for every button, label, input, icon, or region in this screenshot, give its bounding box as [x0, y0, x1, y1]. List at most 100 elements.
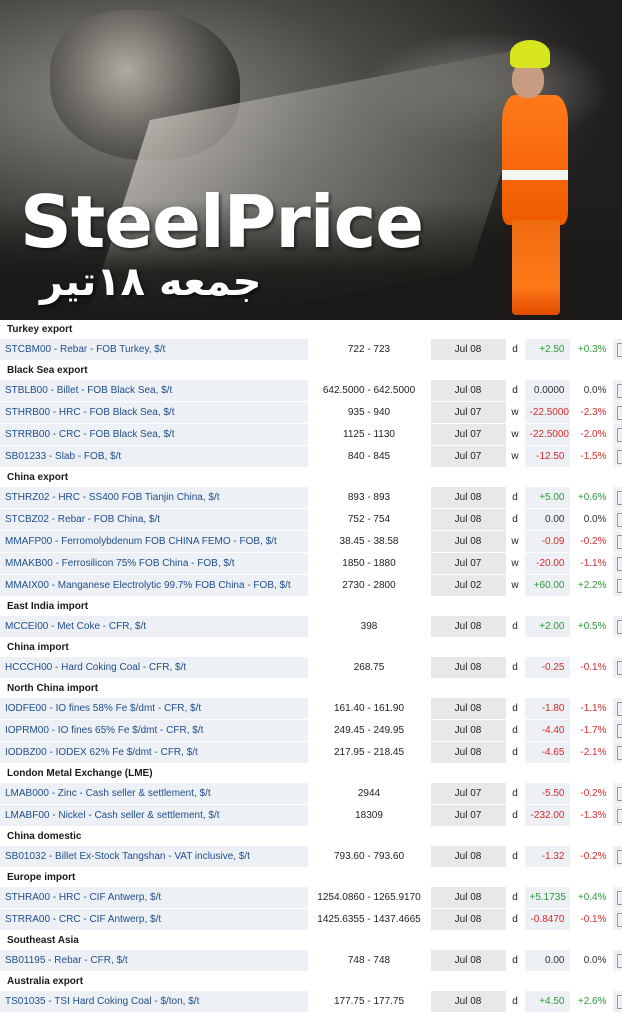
- symbol-name[interactable]: MCCEI00 - Met Coke - CFR, $/t: [0, 616, 309, 638]
- price-table-container: Turkey export STCBM00 - Rebar - FOB Turke…: [0, 320, 622, 1013]
- table-row[interactable]: STHRZ02 - HRC - SS400 FOB Tianjin China,…: [0, 487, 622, 509]
- table-row[interactable]: LMAB000 - Zinc - Cash seller & settlemen…: [0, 783, 622, 805]
- section-title: East India import: [0, 596, 622, 616]
- miner-figure: [500, 40, 575, 315]
- price-change: -5.50: [524, 783, 571, 805]
- bracket-icon: [616, 953, 622, 968]
- price-change: -4.65: [524, 741, 571, 764]
- symbol-name[interactable]: SB01195 - Rebar - CFR, $/t: [0, 950, 309, 972]
- row-action-cell[interactable]: [612, 401, 622, 424]
- price-range: 1425.6355 - 1437.4665: [308, 908, 431, 931]
- table-row[interactable]: STBLB00 - Billet - FOB Black Sea, $/t 642…: [0, 380, 622, 402]
- table-row[interactable]: IOPRM00 - IO fines 65% Fe $/dmt - CFR, $…: [0, 719, 622, 742]
- table-row[interactable]: TS01035 - TSI Hard Coking Coal - $/ton, …: [0, 991, 622, 1013]
- table-row[interactable]: STRRA00 - CRC - CIF Antwerp, $/t 1425.635…: [0, 908, 622, 931]
- section-title: Black Sea export: [0, 360, 622, 380]
- percent-change: -1.5%: [570, 445, 613, 468]
- symbol-name[interactable]: STHRZ02 - HRC - SS400 FOB Tianjin China,…: [0, 487, 309, 509]
- row-action-cell[interactable]: [612, 887, 622, 909]
- table-row[interactable]: IODFE00 - IO fines 58% Fe $/dmt - CFR, $…: [0, 698, 622, 720]
- symbol-name[interactable]: MMAIX00 - Manganese Electrolytic 99.7% F…: [0, 574, 309, 597]
- table-row[interactable]: MCCEI00 - Met Coke - CFR, $/t 398 Jul 08 d +…: [0, 616, 622, 638]
- row-action-cell[interactable]: [612, 719, 622, 742]
- row-action-cell[interactable]: [612, 423, 622, 446]
- frequency-code: d: [506, 783, 525, 805]
- row-action-cell[interactable]: [612, 552, 622, 575]
- table-row[interactable]: SB01233 - Slab - FOB, $/t 840 - 845 Jul 07…: [0, 445, 622, 468]
- bracket-icon: [616, 578, 622, 593]
- bracket-icon: [616, 427, 622, 442]
- price-change: -1.80: [524, 698, 571, 720]
- symbol-name[interactable]: TS01035 - TSI Hard Coking Coal - $/ton, …: [0, 991, 309, 1013]
- row-action-cell[interactable]: [612, 657, 622, 679]
- row-action-cell[interactable]: [612, 698, 622, 720]
- percent-change: -0.2%: [570, 846, 613, 868]
- row-action-cell[interactable]: [612, 846, 622, 868]
- assessment-date: Jul 02: [430, 574, 507, 597]
- table-row[interactable]: MMAKB00 - Ferrosilicon 75% FOB China - F…: [0, 552, 622, 575]
- assessment-date: Jul 08: [430, 380, 507, 402]
- symbol-name[interactable]: STRRB00 - CRC - FOB Black Sea, $/t: [0, 423, 309, 446]
- symbol-name[interactable]: STCBM00 - Rebar - FOB Turkey, $/t: [0, 339, 309, 361]
- table-row[interactable]: STHRA00 - HRC - CIF Antwerp, $/t 1254.086…: [0, 887, 622, 909]
- symbol-name[interactable]: LMAB000 - Zinc - Cash seller & settlemen…: [0, 783, 309, 805]
- frequency-code: w: [506, 423, 525, 446]
- table-row[interactable]: LMABF00 - Nickel - Cash seller & settlem…: [0, 804, 622, 827]
- section-header: London Metal Exchange (LME): [0, 763, 622, 783]
- frequency-code: d: [506, 991, 525, 1013]
- section-header: China import: [0, 637, 622, 657]
- table-row[interactable]: MMAIX00 - Manganese Electrolytic 99.7% F…: [0, 574, 622, 597]
- assessment-date: Jul 08: [430, 950, 507, 972]
- symbol-name[interactable]: IODFE00 - IO fines 58% Fe $/dmt - CFR, $…: [0, 698, 309, 720]
- symbol-name[interactable]: HCCCH00 - Hard Coking Coal - CFR, $/t: [0, 657, 309, 679]
- symbol-name[interactable]: STRRA00 - CRC - CIF Antwerp, $/t: [0, 908, 309, 931]
- table-row[interactable]: STRRB00 - CRC - FOB Black Sea, $/t 1125 -…: [0, 423, 622, 446]
- percent-change: -1.7%: [570, 719, 613, 742]
- row-action-cell[interactable]: [612, 804, 622, 827]
- price-change: -12.50: [524, 445, 571, 468]
- table-row[interactable]: STCBZ02 - Rebar - FOB China, $/t 752 - 75…: [0, 508, 622, 531]
- price-change: 0.00: [524, 950, 571, 972]
- table-row[interactable]: IODBZ00 - IODEX 62% Fe $/dmt - CFR, $/t 2…: [0, 741, 622, 764]
- symbol-name[interactable]: IOPRM00 - IO fines 65% Fe $/dmt - CFR, $…: [0, 719, 309, 742]
- row-action-cell[interactable]: [612, 950, 622, 972]
- symbol-name[interactable]: MMAKB00 - Ferrosilicon 75% FOB China - F…: [0, 552, 309, 575]
- row-action-cell[interactable]: [612, 445, 622, 468]
- table-row[interactable]: MMAFP00 - Ferromolybdenum FOB CHINA FEMO…: [0, 530, 622, 553]
- row-action-cell[interactable]: [612, 508, 622, 531]
- assessment-date: Jul 07: [430, 552, 507, 575]
- symbol-name[interactable]: IODBZ00 - IODEX 62% Fe $/dmt - CFR, $/t: [0, 741, 309, 764]
- percent-change: -0.2%: [570, 530, 613, 553]
- symbol-name[interactable]: STBLB00 - Billet - FOB Black Sea, $/t: [0, 380, 309, 402]
- price-change: -20.00: [524, 552, 571, 575]
- row-action-cell[interactable]: [612, 530, 622, 553]
- row-action-cell[interactable]: [612, 616, 622, 638]
- price-change: +60.00: [524, 574, 571, 597]
- symbol-name[interactable]: STHRB00 - HRC - FOB Black Sea, $/t: [0, 401, 309, 424]
- price-range: 161.40 - 161.90: [308, 698, 431, 720]
- symbol-name[interactable]: STCBZ02 - Rebar - FOB China, $/t: [0, 508, 309, 531]
- frequency-code: d: [506, 908, 525, 931]
- symbol-name[interactable]: LMABF00 - Nickel - Cash seller & settlem…: [0, 804, 309, 827]
- symbol-name[interactable]: SB01032 - Billet Ex-Stock Tangshan - VAT…: [0, 846, 309, 868]
- assessment-date: Jul 08: [430, 530, 507, 553]
- table-row[interactable]: STHRB00 - HRC - FOB Black Sea, $/t 935 - …: [0, 401, 622, 424]
- row-action-cell[interactable]: [612, 783, 622, 805]
- assessment-date: Jul 08: [430, 339, 507, 361]
- price-change: +4.50: [524, 991, 571, 1013]
- symbol-name[interactable]: STHRA00 - HRC - CIF Antwerp, $/t: [0, 887, 309, 909]
- symbol-name[interactable]: SB01233 - Slab - FOB, $/t: [0, 445, 309, 468]
- bracket-icon: [616, 745, 622, 760]
- symbol-name[interactable]: MMAFP00 - Ferromolybdenum FOB CHINA FEMO…: [0, 530, 309, 553]
- row-action-cell[interactable]: [612, 741, 622, 764]
- row-action-cell[interactable]: [612, 574, 622, 597]
- table-row[interactable]: HCCCH00 - Hard Coking Coal - CFR, $/t 268…: [0, 657, 622, 679]
- table-row[interactable]: SB01195 - Rebar - CFR, $/t 748 - 748 Jul 0…: [0, 950, 622, 972]
- row-action-cell[interactable]: [612, 991, 622, 1013]
- table-row[interactable]: SB01032 - Billet Ex-Stock Tangshan - VAT…: [0, 846, 622, 868]
- row-action-cell[interactable]: [612, 908, 622, 931]
- row-action-cell[interactable]: [612, 380, 622, 402]
- table-row[interactable]: STCBM00 - Rebar - FOB Turkey, $/t 722 - 7…: [0, 339, 622, 361]
- row-action-cell[interactable]: [612, 339, 622, 361]
- row-action-cell[interactable]: [612, 487, 622, 509]
